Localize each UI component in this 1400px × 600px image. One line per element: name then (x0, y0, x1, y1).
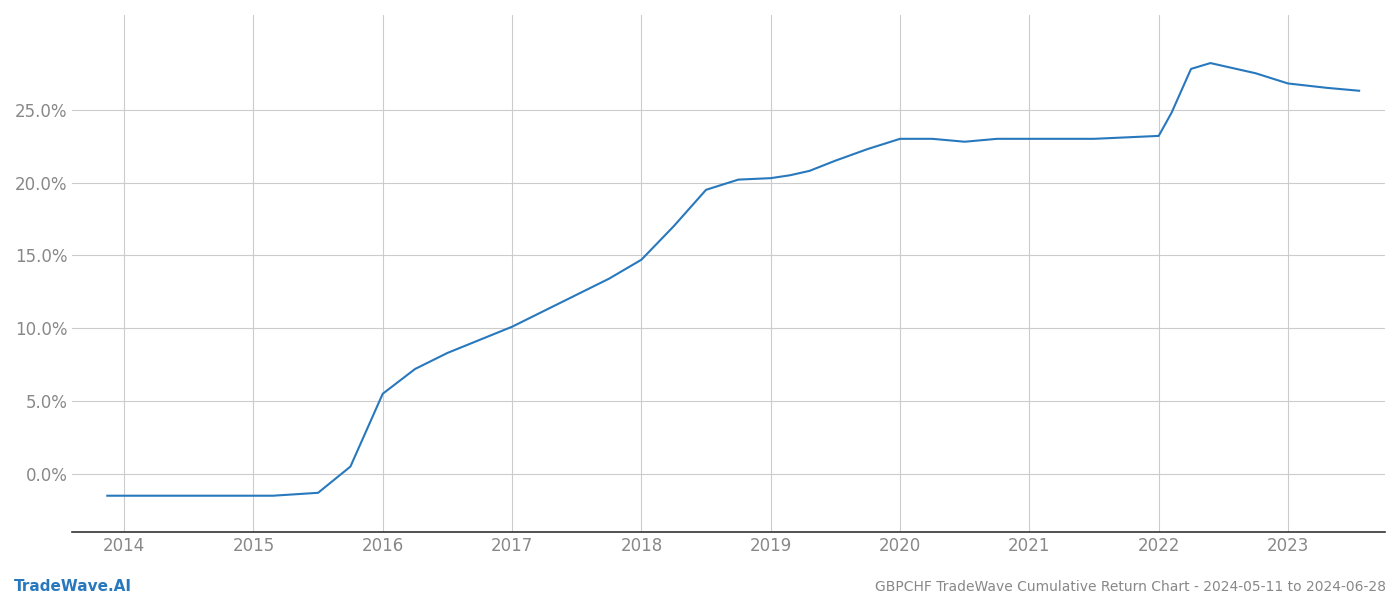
Text: GBPCHF TradeWave Cumulative Return Chart - 2024-05-11 to 2024-06-28: GBPCHF TradeWave Cumulative Return Chart… (875, 580, 1386, 594)
Text: TradeWave.AI: TradeWave.AI (14, 579, 132, 594)
